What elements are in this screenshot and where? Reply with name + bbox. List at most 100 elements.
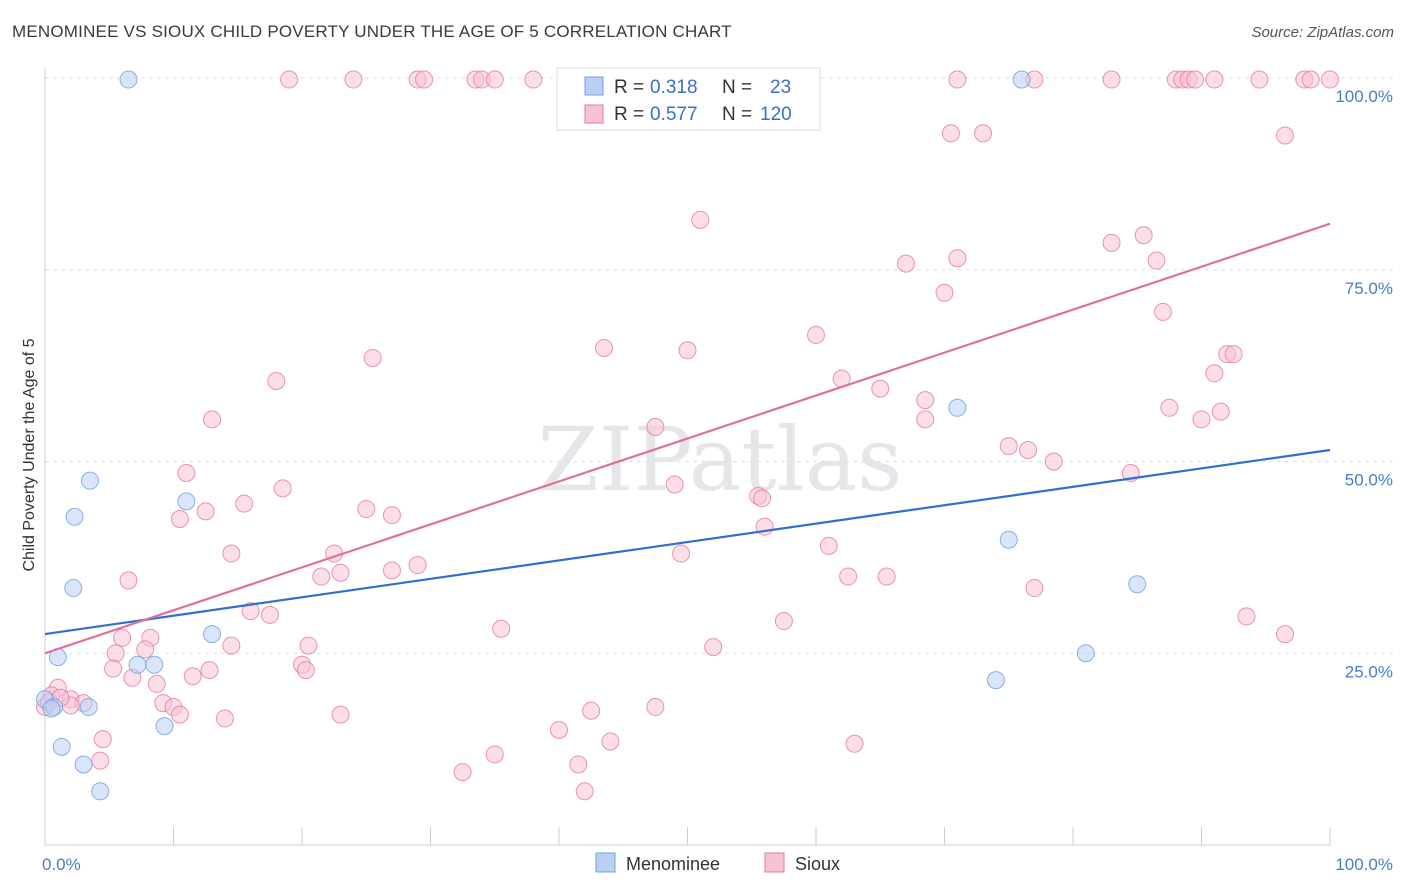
y-axis-label: Child Poverty Under the Age of 5	[21, 338, 38, 571]
series-name-sioux: Sioux	[795, 854, 840, 874]
sioux-point-7	[524, 70, 543, 89]
sioux-point-15	[1186, 70, 1205, 89]
sioux-point-0	[280, 70, 299, 89]
sioux-point-36	[1224, 345, 1243, 364]
sioux-point-22	[974, 124, 993, 143]
sioux-point-47	[203, 410, 222, 429]
sioux-point-25	[1102, 233, 1121, 252]
menominee-point-21	[986, 671, 1005, 690]
sioux-point-64	[819, 536, 838, 555]
sioux-point-19	[1301, 70, 1320, 89]
source-label: Source: ZipAtlas.com	[1251, 24, 1394, 41]
sioux-point-17	[1250, 70, 1269, 89]
y-tick-label-1: 50.0%	[1345, 471, 1393, 490]
sioux-point-109	[550, 720, 568, 739]
sioux-point-38	[267, 371, 286, 390]
sioux-point-60	[196, 502, 215, 521]
menominee-point-6	[203, 625, 222, 644]
sioux-point-40	[871, 379, 890, 398]
menominee-point-22	[42, 699, 61, 718]
sioux-point-96	[147, 674, 166, 693]
sioux-point-116	[453, 763, 472, 782]
legend-n-value-2: 120	[760, 104, 792, 125]
chart-title: MENOMINEE VS SIOUX CHILD POVERTY UNDER T…	[12, 22, 732, 41]
sioux-point-114	[91, 751, 110, 770]
y-tick-labels: 25.0% 50.0% 75.0% 100.0%	[1335, 87, 1393, 681]
legend-swatch-menominee	[584, 76, 604, 96]
sioux-point-30	[935, 283, 954, 302]
sioux-point-51	[1044, 452, 1063, 471]
sioux-point-86	[704, 638, 723, 657]
menominee-point-15	[74, 755, 93, 774]
sioux-point-11	[1102, 70, 1121, 89]
legend-r-label-2: R =	[614, 104, 644, 125]
correlation-legend: R = 0.318 N = 23 R = 0.577 N = 120	[556, 67, 821, 131]
sioux-point-29	[1147, 251, 1166, 270]
menominee-point-19	[1128, 575, 1147, 594]
sioux-point-88	[106, 644, 125, 663]
sioux-point-76	[241, 602, 260, 621]
sioux-point-73	[877, 567, 896, 586]
sioux-point-34	[678, 341, 697, 360]
sioux-point-41	[1205, 364, 1224, 383]
menominee-point-3	[65, 507, 84, 526]
sioux-point-50	[1019, 440, 1038, 459]
sioux-point-23	[1276, 126, 1295, 145]
legend-r-value-1: 0.318	[650, 77, 698, 98]
sioux-point-106	[170, 705, 189, 724]
sioux-point-112	[845, 734, 864, 753]
series-sioux	[36, 70, 1339, 801]
sioux-point-104	[646, 697, 665, 716]
sioux-point-107	[331, 705, 350, 724]
sioux-point-24	[691, 210, 710, 229]
sioux-point-117	[575, 782, 594, 801]
sioux-point-68	[408, 556, 427, 575]
y-tick-label-2: 75.0%	[1345, 279, 1393, 298]
sioux-point-79	[774, 612, 793, 631]
x-tick-label-0: 0.0%	[42, 855, 81, 874]
sioux-point-108	[215, 709, 234, 728]
data-points	[36, 70, 1339, 801]
menominee-point-1	[1012, 70, 1031, 89]
sioux-point-16	[1205, 70, 1224, 89]
menominee-point-20	[1076, 644, 1095, 663]
y-tick-label-3: 100.0%	[1335, 87, 1393, 106]
sioux-point-31	[1153, 302, 1172, 321]
sioux-point-26	[1134, 226, 1153, 245]
sioux-point-32	[807, 325, 825, 344]
sioux-point-110	[93, 730, 112, 749]
legend-r-value-2: 0.577	[650, 104, 698, 125]
sioux-point-61	[382, 506, 401, 525]
sioux-point-90	[104, 659, 123, 678]
sioux-point-84	[222, 636, 241, 655]
sioux-point-27	[896, 254, 915, 273]
x-tick-label-1: 100.0%	[1335, 855, 1393, 874]
menominee-point-17	[948, 398, 967, 417]
sioux-point-1	[344, 70, 363, 89]
sioux-point-70	[382, 561, 401, 580]
sioux-point-85	[299, 636, 318, 655]
sioux-point-111	[601, 732, 620, 751]
sioux-point-55	[665, 475, 684, 494]
menominee-point-14	[52, 737, 71, 756]
sioux-point-82	[113, 628, 132, 647]
sioux-point-93	[183, 667, 202, 686]
series-swatch-sioux	[764, 852, 785, 873]
sioux-point-81	[1276, 625, 1295, 644]
sioux-point-65	[222, 544, 241, 563]
sioux-point-115	[569, 755, 588, 774]
sioux-point-58	[235, 494, 254, 513]
sioux-point-113	[485, 745, 504, 764]
sioux-point-6	[485, 70, 504, 89]
sioux-point-33	[594, 338, 613, 357]
sioux-point-46	[916, 410, 935, 429]
sioux-point-67	[672, 544, 691, 563]
menominee-point-9	[145, 655, 164, 674]
series-swatch-menominee	[595, 852, 616, 873]
sioux-point-77	[260, 605, 279, 624]
sioux-point-62	[170, 510, 189, 529]
legend-n-label-2: N =	[722, 104, 752, 125]
sioux-point-42	[916, 391, 935, 410]
menominee-point-12	[79, 697, 98, 716]
sioux-point-57	[753, 489, 772, 508]
